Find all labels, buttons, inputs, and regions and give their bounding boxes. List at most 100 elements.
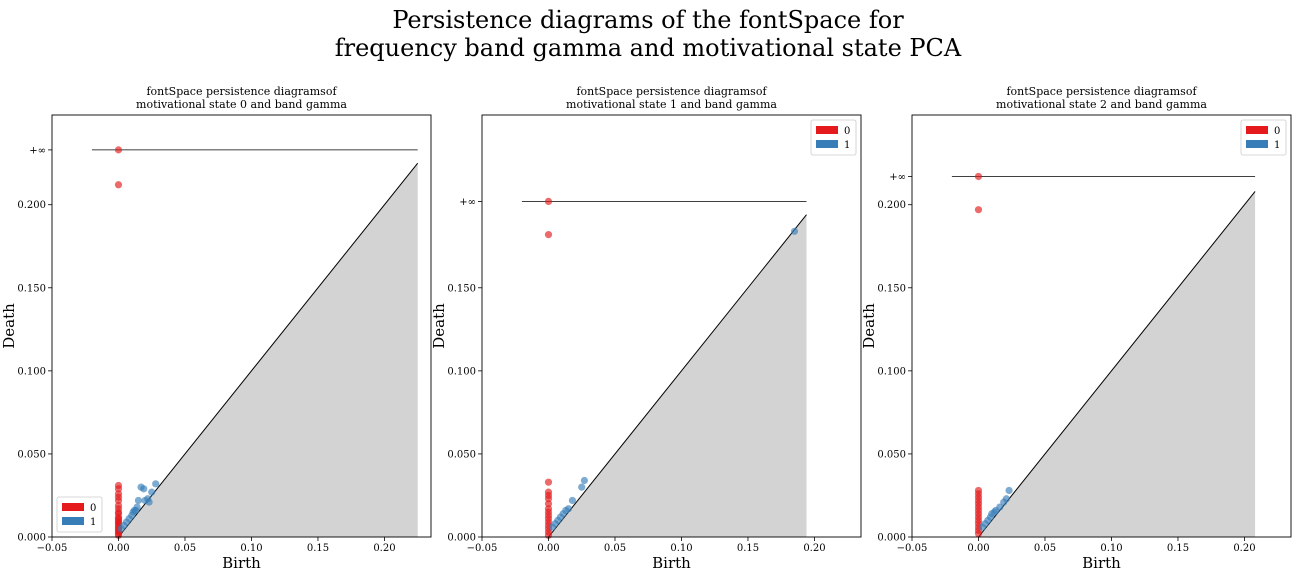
panel-title-line: motivational state 2 and band gamma	[996, 98, 1207, 111]
y-tick-label: 0.100	[877, 366, 906, 377]
y-tick-label: +∞	[29, 145, 46, 156]
legend-label-1: 1	[1274, 140, 1280, 151]
point-dim1	[568, 496, 577, 505]
y-tick-label: 0.150	[877, 283, 906, 294]
legend-label-1: 1	[844, 140, 850, 151]
legend-label-0: 0	[90, 503, 96, 514]
diagonal-line	[978, 191, 1256, 538]
point-dim1	[578, 483, 586, 491]
panel-title-line: motivational state 1 and band gamma	[566, 98, 777, 111]
chart-panel-1: −0.05 0.00 0.05 0.10 0.15 0.20 0.000 0.050 0.100…	[430, 85, 862, 572]
x-tick-label: 0.00	[107, 543, 129, 554]
diagonal-line	[548, 214, 807, 538]
x-tick-label: 0.05	[604, 543, 626, 554]
axes-frame	[481, 114, 862, 538]
point-dim0	[974, 530, 983, 538]
x-tick-label: 0.05	[1034, 543, 1056, 554]
figure-title-line-1: Persistence diagrams of the fontSpace fo…	[392, 6, 904, 34]
axes-frame	[51, 114, 432, 538]
legend-label-0: 0	[844, 126, 850, 137]
point-dim1	[148, 488, 156, 496]
legend: 01	[1240, 119, 1287, 156]
figure-title-line-2: frequency band gamma and motivational st…	[334, 34, 962, 62]
point-dim1	[140, 485, 148, 493]
y-tick-label: 0.150	[17, 283, 46, 294]
point-dim0	[544, 500, 553, 508]
x-tick-label: 0.15	[1167, 543, 1189, 554]
y-axis-label: Death	[0, 303, 18, 349]
x-tick-label: 0.10	[1100, 543, 1122, 554]
legend-swatch-0	[62, 503, 84, 511]
panel-title-line: fontSpace persistence diagramsof	[576, 85, 767, 98]
point-dim1	[133, 503, 141, 511]
point-dim0	[974, 172, 983, 181]
y-tick-label: 0.000	[17, 533, 46, 544]
x-tick-label: 0.15	[737, 543, 759, 554]
point-dim0	[974, 206, 983, 214]
point-dim1	[996, 503, 1004, 511]
x-tick-label: 0.20	[1233, 543, 1255, 554]
point-dim0	[544, 231, 553, 239]
point-dim0	[544, 197, 553, 205]
chart-panel-2: −0.05 0.00 0.05 0.10 0.15 0.20 0.000 0.050 0.100…	[860, 85, 1292, 572]
legend-label-1: 1	[90, 517, 96, 528]
point-dim0	[114, 496, 123, 505]
point-dim1	[1005, 486, 1013, 495]
point-dim1	[134, 496, 143, 505]
x-tick-label: 0.20	[373, 543, 395, 554]
x-axis-label: Birth	[652, 554, 691, 572]
y-tick-label: 0.100	[447, 366, 476, 377]
y-tick-label: 0.200	[877, 200, 906, 211]
legend-swatch-0	[1246, 126, 1268, 134]
legend-swatch-1	[1246, 140, 1268, 148]
point-dim0	[114, 485, 123, 493]
panel-title-line: fontSpace persistence diagramsof	[146, 85, 337, 98]
point-dim1	[1002, 495, 1011, 503]
legend-swatch-1	[816, 140, 838, 148]
y-tick-label: 0.100	[17, 366, 46, 377]
legend-swatch-0	[816, 126, 838, 134]
x-tick-label: 0.10	[670, 543, 692, 554]
x-tick-label: −0.05	[467, 543, 498, 554]
x-tick-label: 0.10	[240, 543, 262, 554]
y-tick-label: +∞	[889, 172, 906, 183]
legend-swatch-1	[62, 517, 84, 525]
point-dim1	[580, 476, 588, 485]
chart-panel-0: −0.05 0.00 0.05 0.10 0.15 0.20 0.000 0.050 0.100…	[0, 85, 432, 572]
x-tick-label: 0.00	[537, 543, 559, 554]
x-tick-label: 0.20	[803, 543, 825, 554]
point-dim0	[544, 478, 553, 486]
x-tick-label: 0.05	[174, 543, 196, 554]
y-tick-label: 0.050	[877, 449, 906, 460]
point-dim1	[790, 227, 799, 235]
panel-title-line: fontSpace persistence diagramsof	[1006, 85, 1197, 98]
point-dim1	[152, 480, 160, 488]
y-axis-label: Death	[430, 303, 448, 349]
y-tick-label: 0.050	[447, 449, 476, 460]
y-tick-label: 0.050	[17, 449, 46, 460]
x-tick-label: −0.05	[37, 543, 68, 554]
diagonal-line	[118, 162, 419, 538]
y-tick-label: +∞	[459, 197, 476, 208]
panel-title-line: motivational state 0 and band gamma	[136, 98, 347, 111]
x-axis-label: Birth	[222, 554, 261, 572]
y-tick-label: 0.200	[17, 200, 46, 211]
legend: 01	[810, 119, 857, 156]
y-tick-label: 0.000	[877, 533, 906, 544]
point-dim1	[145, 498, 153, 506]
y-axis-label: Death	[860, 303, 878, 349]
point-dim0	[544, 495, 553, 503]
x-tick-label: −0.05	[897, 543, 928, 554]
x-axis-label: Birth	[1082, 554, 1121, 572]
point-dim0	[114, 146, 123, 154]
legend: 01	[56, 496, 103, 533]
x-tick-label: 0.15	[307, 543, 329, 554]
y-tick-label: 0.150	[447, 283, 476, 294]
x-tick-label: 0.00	[967, 543, 989, 554]
axes-frame	[911, 114, 1292, 538]
legend-label-0: 0	[1274, 126, 1280, 137]
point-dim0	[114, 181, 123, 189]
y-tick-label: 0.000	[447, 533, 476, 544]
point-dim1	[564, 505, 573, 513]
